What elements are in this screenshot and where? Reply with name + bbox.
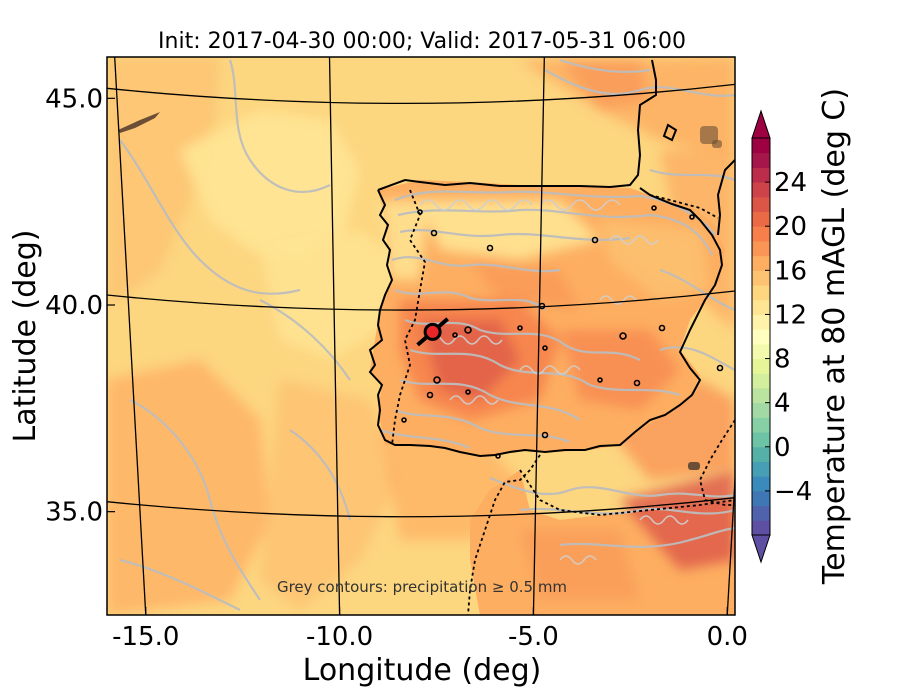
meridian-line (114, 57, 147, 615)
y-axis-label: Latitude (deg) (8, 230, 43, 443)
colorbar: 24 20 16 12 8 4 0 −4 (751, 109, 812, 564)
colorbar-band (752, 343, 770, 360)
precip-annotation: Grey contours: precipitation ≥ 0.5 mm (277, 578, 567, 596)
graticule (107, 57, 735, 615)
colorbar-band (752, 461, 770, 477)
map-panel: Grey contours: precipitation ≥ 0.5 mm (107, 57, 735, 615)
colorbar-band (752, 152, 770, 168)
map-title: Init: 2017-04-30 00:00; Valid: 2017-05-3… (158, 29, 686, 54)
colorbar-label: Temperature at 80 mAGL (deg C) (817, 88, 852, 585)
colorbar-tick-label: 16 (774, 256, 807, 286)
meridian-line (726, 468, 735, 615)
small-islands (401, 205, 724, 459)
colorbar-band (752, 240, 770, 257)
colorbar-tick-label: 0 (774, 433, 791, 463)
map-frame (106, 56, 736, 616)
colorbar-band (752, 432, 770, 448)
location-marker-icon (423, 322, 442, 341)
meridian-line (328, 57, 341, 615)
colorbar-band (752, 387, 770, 404)
colorbar-band (752, 476, 770, 492)
colorbar-band (752, 490, 770, 507)
colorbar-band (752, 358, 770, 374)
colorbar-band (752, 226, 770, 242)
colorbar-tick-label: 24 (774, 168, 807, 198)
meridian-line (532, 57, 545, 615)
colorbar-band (752, 255, 770, 271)
colorbar-band (752, 299, 770, 315)
dark-spots (118, 112, 722, 470)
colorbar-tick-label: 4 (774, 389, 791, 419)
y-tick-label: 35.0 (45, 498, 103, 528)
colorbar-band (752, 402, 770, 418)
coastlines (368, 59, 735, 458)
colorbar-band (752, 446, 770, 462)
location-marker (416, 317, 449, 347)
x-tick-label: -15.0 (112, 622, 179, 652)
colorbar-band (752, 520, 770, 536)
x-tick-label: -5.0 (508, 622, 559, 652)
colorbar-extend-min (751, 534, 771, 564)
x-tick-label: -10.0 (306, 622, 373, 652)
parallel-line (107, 497, 735, 518)
colorbar-extend-max (751, 109, 771, 139)
colorbar-tick-label: 8 (774, 345, 791, 375)
colorbar-band (752, 373, 770, 389)
parallel-line (107, 83, 735, 105)
x-axis-label: Longitude (deg) (303, 653, 542, 688)
y-axis-ticks: 45.0 40.0 35.0 (45, 84, 115, 528)
colorbar-band (752, 329, 770, 345)
colorbar-band (752, 285, 770, 301)
colorbar-tick-label: 12 (774, 300, 807, 330)
y-tick-label: 40.0 (45, 291, 103, 321)
colorbar-frame (751, 137, 771, 536)
colorbar-band (752, 417, 770, 433)
colorbar-band (752, 138, 770, 154)
colorbar-band (752, 505, 770, 521)
parallel-line (107, 290, 735, 311)
colorbar-band (752, 196, 770, 213)
colorbar-band (752, 167, 770, 183)
x-tick-label: 0.0 (707, 622, 748, 652)
y-tick-label: 45.0 (45, 84, 103, 114)
borders (391, 189, 735, 615)
colorbar-band (752, 182, 770, 198)
precip-contours-dense (419, 199, 689, 565)
colorbar-tick-label: 20 (774, 212, 807, 242)
x-axis-ticks: -15.0 -10.0 -5.0 0.0 (112, 607, 748, 652)
colorbar-tick-label: −4 (774, 477, 812, 507)
colorbar-band (752, 270, 770, 286)
colorbar-band (752, 314, 770, 330)
colorbar-band (752, 211, 770, 227)
